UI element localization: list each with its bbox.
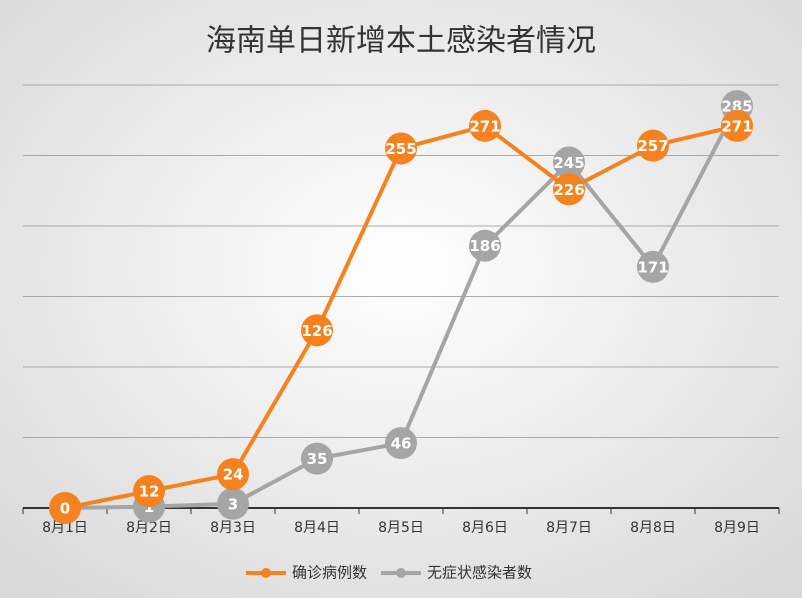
point	[217, 458, 249, 491]
data-label: 271	[721, 117, 752, 135]
data-label: 3	[228, 495, 238, 513]
legend-marker	[261, 568, 271, 578]
point	[469, 229, 501, 262]
data-label: 35	[307, 450, 328, 468]
x-tick-label: 8月8日	[630, 520, 676, 536]
point	[49, 492, 81, 524]
data-label: 271	[469, 117, 500, 135]
data-label: 226	[553, 181, 584, 199]
point	[301, 442, 333, 475]
point	[469, 109, 501, 142]
legend-marker	[396, 568, 407, 578]
data-label: 24	[223, 466, 244, 484]
data-label: 285	[721, 98, 752, 116]
point	[721, 109, 753, 142]
data-label: 12	[139, 483, 160, 501]
x-tick-label: 8月1日	[42, 520, 88, 536]
data-label: 255	[385, 140, 416, 158]
point	[637, 250, 669, 283]
data-label: 1	[144, 498, 154, 516]
point	[553, 146, 585, 179]
x-tick-label: 8月7日	[546, 520, 592, 536]
data-label: 257	[637, 137, 668, 155]
point	[301, 314, 333, 347]
x-tick-label: 8月4日	[294, 520, 340, 536]
legend-label: 确诊病例数	[292, 564, 367, 582]
x-tick-label: 8月5日	[378, 520, 424, 536]
point	[385, 427, 417, 460]
point	[385, 132, 417, 165]
point	[217, 487, 249, 520]
point	[637, 129, 669, 162]
data-label: 0	[60, 500, 70, 518]
x-tick-label: 8月9日	[714, 520, 760, 536]
data-label: 46	[391, 435, 412, 453]
chart-title: 海南单日新增本土感染者情况	[206, 24, 596, 59]
x-tick-label: 8月6日	[462, 520, 508, 536]
data-label: 126	[301, 322, 332, 340]
x-tick-label: 8月2日	[126, 520, 172, 536]
x-tick-label: 8月3日	[210, 520, 256, 536]
legend-label: 无症状感染者数	[427, 564, 532, 582]
data-label: 186	[469, 237, 500, 255]
point	[553, 173, 585, 206]
point	[133, 475, 165, 508]
data-label: 245	[553, 154, 584, 172]
data-label: 171	[637, 258, 668, 276]
